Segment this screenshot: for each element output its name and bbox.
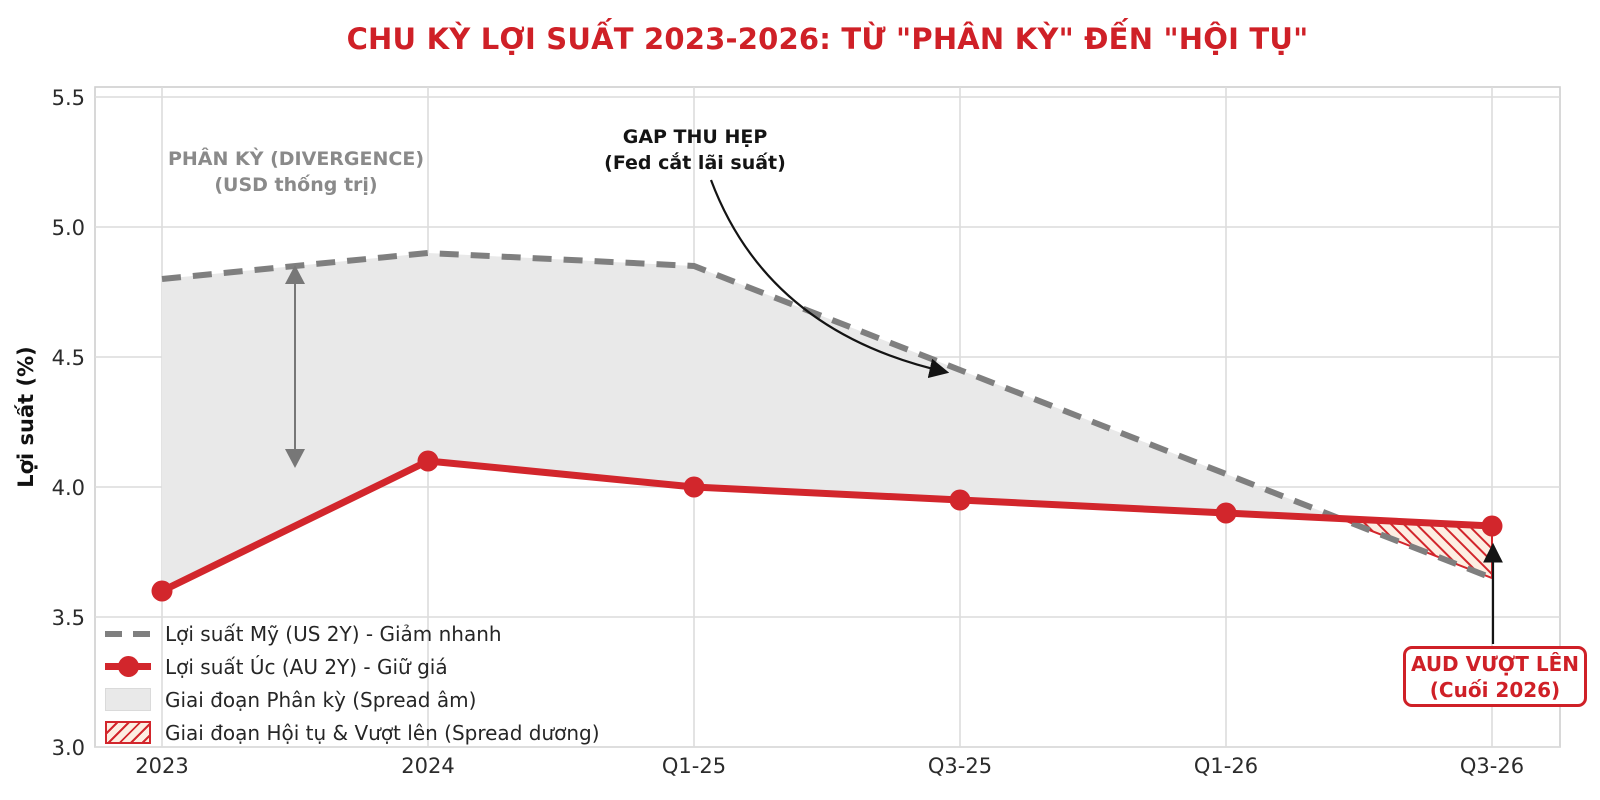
y-tick-label: 3.0 bbox=[52, 736, 85, 760]
legend-item-divergence: Giai đoạn Phân kỳ (Spread âm) bbox=[105, 687, 600, 712]
legend-label-convergence: Giai đoạn Hội tụ & Vượt lên (Spread dươn… bbox=[165, 720, 600, 745]
divergence-annotation-line1: PHÂN KỲ (DIVERGENCE) bbox=[167, 148, 425, 170]
legend-label-au: Lợi suất Úc (AU 2Y) - Giữ giá bbox=[165, 654, 448, 679]
legend-label-us: Lợi suất Mỹ (US 2Y) - Giảm nhanh bbox=[165, 621, 502, 646]
y-tick-label: 3.5 bbox=[52, 606, 85, 630]
legend-item-au: Lợi suất Úc (AU 2Y) - Giữ giá bbox=[105, 654, 600, 679]
axis-tick-labels: 3.0 3.5 4.0 4.5 5.0 5.5 2023 2024 Q1-25 Q3-25 Q1-2… bbox=[52, 86, 1525, 778]
legend-swatch-gray-fill bbox=[105, 688, 151, 711]
us-yield-line bbox=[161, 249, 1494, 581]
au-data-point-marker bbox=[1215, 502, 1237, 524]
series-lines bbox=[151, 249, 1503, 602]
au-data-point-marker bbox=[683, 476, 705, 498]
x-tick-label: 2023 bbox=[135, 754, 188, 778]
au-data-point-marker bbox=[1481, 515, 1503, 537]
gap-curved-arrow bbox=[709, 179, 950, 379]
chart-title: CHU KỲ LỢI SUẤT 2023-2026: TỪ "PHÂN KỲ" … bbox=[346, 22, 1309, 56]
x-tick-label: Q1-25 bbox=[662, 754, 726, 778]
x-tick-label: 2024 bbox=[401, 754, 454, 778]
legend: Lợi suất Mỹ (US 2Y) - Giảm nhanh Lợi suấ… bbox=[105, 621, 600, 745]
y-tick-label: 5.0 bbox=[52, 216, 85, 240]
gap-annotation: GAP THU HẸP (Fed cắt lãi suất) bbox=[545, 124, 845, 176]
y-tick-label: 5.5 bbox=[52, 86, 85, 110]
legend-swatch-red-line bbox=[105, 656, 151, 677]
y-tick-label: 4.0 bbox=[52, 476, 85, 500]
gap-annotation-line1: GAP THU HẸP bbox=[622, 126, 768, 148]
au-yield-line bbox=[160, 457, 1493, 595]
divergence-annotation: PHÂN KỲ (DIVERGENCE) (USD thống trị) bbox=[146, 146, 446, 198]
spread-fill-areas bbox=[162, 253, 1493, 591]
legend-marker-dot bbox=[117, 656, 139, 677]
aud-callout-line2: (Cuối 2026) bbox=[1429, 677, 1561, 702]
x-tick-label: Q3-25 bbox=[928, 754, 992, 778]
y-axis-title: Lợi suất (%) bbox=[14, 346, 38, 488]
x-tick-label: Q3-26 bbox=[1460, 754, 1524, 778]
au-data-point-marker bbox=[949, 489, 971, 511]
divergence-fill-area bbox=[162, 253, 1340, 591]
x-tick-label: Q1-26 bbox=[1194, 754, 1258, 778]
aud-callout-box: AUD VƯỢT LÊN (Cuối 2026) bbox=[1403, 646, 1587, 707]
legend-item-convergence: Giai đoạn Hội tụ & Vượt lên (Spread dươn… bbox=[105, 720, 600, 745]
legend-item-us: Lợi suất Mỹ (US 2Y) - Giảm nhanh bbox=[105, 621, 600, 646]
legend-label-divergence: Giai đoạn Phân kỳ (Spread âm) bbox=[165, 687, 477, 712]
au-data-point-marker bbox=[151, 580, 173, 602]
aud-callout-line1: AUD VƯỢT LÊN bbox=[1410, 651, 1580, 676]
legend-swatch-dashed-line bbox=[105, 630, 151, 637]
y-tick-label: 4.5 bbox=[52, 346, 85, 370]
gap-annotation-line2: (Fed cắt lãi suất) bbox=[604, 152, 786, 174]
legend-swatch-hatch-fill bbox=[105, 721, 151, 744]
divergence-annotation-line2: (USD thống trị) bbox=[214, 174, 378, 196]
annotation-arrows bbox=[285, 179, 1503, 644]
au-data-point-marker bbox=[417, 450, 439, 472]
